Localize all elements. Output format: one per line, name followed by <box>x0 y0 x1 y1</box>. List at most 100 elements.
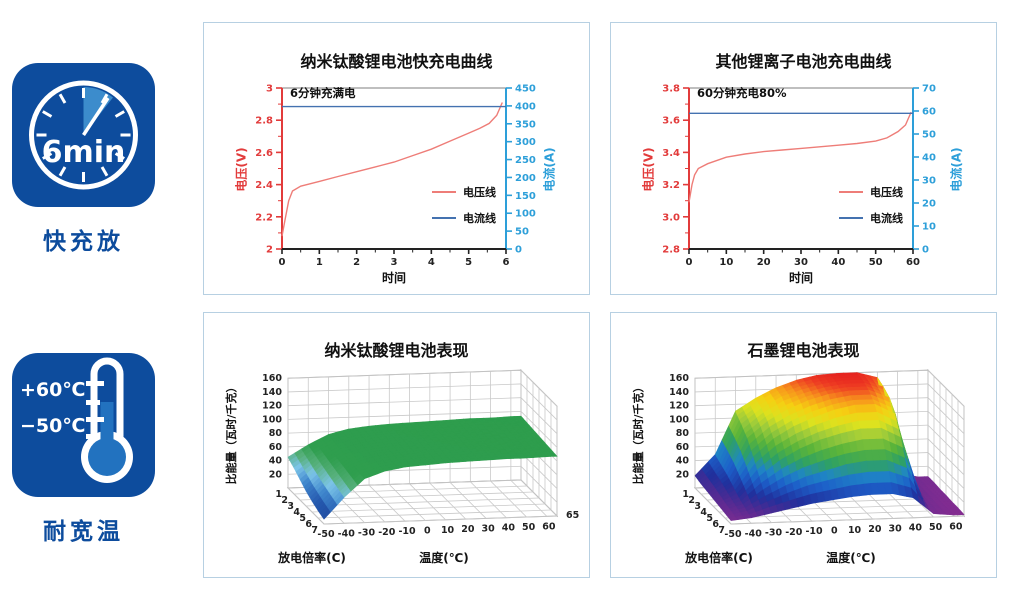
svg-text:2: 2 <box>281 495 288 506</box>
svg-text:40: 40 <box>269 456 283 467</box>
svg-text:1: 1 <box>316 257 323 268</box>
wide-temp-label: 耐宽温 <box>43 519 124 545</box>
svg-text:50: 50 <box>522 522 536 533</box>
svg-text:40: 40 <box>909 523 923 534</box>
svg-text:200: 200 <box>515 173 536 184</box>
svg-text:20: 20 <box>269 469 283 480</box>
legend-line-sample <box>432 217 456 219</box>
svg-text:-30: -30 <box>765 528 783 539</box>
svg-text:1: 1 <box>682 489 689 500</box>
legend-label: 电压线 <box>463 186 496 199</box>
svg-text:0: 0 <box>922 245 929 256</box>
svg-text:160: 160 <box>669 373 689 384</box>
thermometer-ticks <box>86 381 104 439</box>
svg-text:6: 6 <box>503 257 510 268</box>
svg-text:60: 60 <box>922 107 936 118</box>
svg-text:140: 140 <box>262 387 282 398</box>
svg-text:10: 10 <box>848 525 862 536</box>
left-axis-title: 电压(V) <box>234 147 249 192</box>
svg-text:40: 40 <box>676 456 690 467</box>
legend-line-sample <box>432 191 456 193</box>
svg-text:100: 100 <box>515 209 536 220</box>
svg-text:-20: -20 <box>378 527 396 538</box>
svg-text:7: 7 <box>311 525 318 536</box>
svg-text:-10: -10 <box>805 526 823 537</box>
panel-lto-charge-curve: 纳米钛酸锂电池快充电曲线 2 2.2 2.4 2.6 2.8 3 0 50 100 150 200 2… <box>203 22 590 295</box>
x-axis-title: 温度(℃) <box>419 551 469 565</box>
svg-text:2.8: 2.8 <box>255 116 273 127</box>
svg-text:-50: -50 <box>724 529 742 540</box>
svg-text:5: 5 <box>706 513 713 524</box>
svg-text:7: 7 <box>718 525 725 536</box>
svg-text:20: 20 <box>757 257 771 268</box>
legend-label: 电流线 <box>463 212 496 225</box>
svg-text:4: 4 <box>293 507 300 518</box>
chart-title: 其他锂离子电池充电曲线 <box>715 52 892 71</box>
svg-text:40: 40 <box>502 523 516 534</box>
svg-text:60: 60 <box>949 521 963 532</box>
chart-title: 石墨锂电池表现 <box>747 341 860 360</box>
high-temp-text: +60℃ <box>20 379 86 401</box>
svg-text:4: 4 <box>428 257 435 268</box>
svg-text:2.4: 2.4 <box>255 180 273 191</box>
svg-text:1: 1 <box>275 489 282 500</box>
svg-text:-20: -20 <box>785 527 803 538</box>
low-temp-text: −50℃ <box>20 415 86 437</box>
svg-text:20: 20 <box>461 524 475 535</box>
svg-text:-50: -50 <box>317 529 335 540</box>
svg-text:10: 10 <box>719 257 733 268</box>
fast-charge-badge: 6min <box>12 63 155 207</box>
clock-6min-icon: 6min <box>29 80 138 190</box>
svg-text:3: 3 <box>287 501 294 512</box>
svg-text:3: 3 <box>694 501 701 512</box>
svg-text:6: 6 <box>305 519 312 530</box>
svg-text:3.2: 3.2 <box>662 180 680 191</box>
svg-text:30: 30 <box>888 523 902 534</box>
svg-text:5: 5 <box>465 257 472 268</box>
lto-charge-line-chart: 22.22.42.62.8305010015020025030035040045… <box>255 84 536 269</box>
svg-text:50: 50 <box>869 257 883 268</box>
right-axis-title: 电流(A) <box>949 147 964 192</box>
svg-text:-40: -40 <box>745 528 763 539</box>
legend-label: 电流线 <box>870 212 903 225</box>
svg-text:30: 30 <box>794 257 808 268</box>
svg-text:0: 0 <box>279 257 286 268</box>
svg-text:80: 80 <box>676 428 690 439</box>
chart-annotation: 6分钟充满电 <box>290 86 356 100</box>
thermometer-icon <box>81 357 133 483</box>
svg-text:10: 10 <box>922 222 936 233</box>
svg-text:3.4: 3.4 <box>662 148 680 159</box>
svg-text:0: 0 <box>686 257 693 268</box>
svg-text:50: 50 <box>929 522 943 533</box>
svg-text:40: 40 <box>922 153 936 164</box>
svg-text:60: 60 <box>542 521 556 532</box>
svg-text:20: 20 <box>868 524 882 535</box>
svg-text:2.6: 2.6 <box>255 148 273 159</box>
svg-text:120: 120 <box>669 401 689 412</box>
y-axis-title: 放电倍率(C) <box>278 551 346 565</box>
svg-text:-10: -10 <box>398 526 416 537</box>
svg-text:60: 60 <box>676 442 690 453</box>
svg-text:20: 20 <box>922 199 936 210</box>
fast-charge-label: 快充放 <box>43 229 124 255</box>
svg-text:30: 30 <box>922 176 936 187</box>
legend-item: 电流线 <box>432 205 496 231</box>
panel-liion-charge-curve: 其他锂离子电池充电曲线 2.8 3.0 3.2 3.4 3.6 3.8 0 10 20 30 40 5… <box>610 22 997 295</box>
chart-title: 纳米钛酸锂电池快充电曲线 <box>300 52 493 71</box>
svg-text:2.8: 2.8 <box>662 245 680 256</box>
thermometer-mercury <box>100 402 114 458</box>
svg-text:4: 4 <box>700 507 707 518</box>
panel-graphite-performance: 石墨锂电池表现 20 40 60 80 100 120 140 160 1 2 3 4 5 6 7 -50 -4… <box>610 312 997 578</box>
clock-face <box>29 80 138 190</box>
svg-text:300: 300 <box>515 137 536 148</box>
svg-text:3: 3 <box>266 84 273 95</box>
svg-text:2: 2 <box>353 257 360 268</box>
legend-line-sample <box>839 191 863 193</box>
right-axis-title: 电流(A) <box>542 147 557 192</box>
svg-text:0: 0 <box>515 245 522 256</box>
svg-text:150: 150 <box>515 191 536 202</box>
svg-text:20: 20 <box>676 469 690 480</box>
svg-text:0: 0 <box>831 526 838 537</box>
